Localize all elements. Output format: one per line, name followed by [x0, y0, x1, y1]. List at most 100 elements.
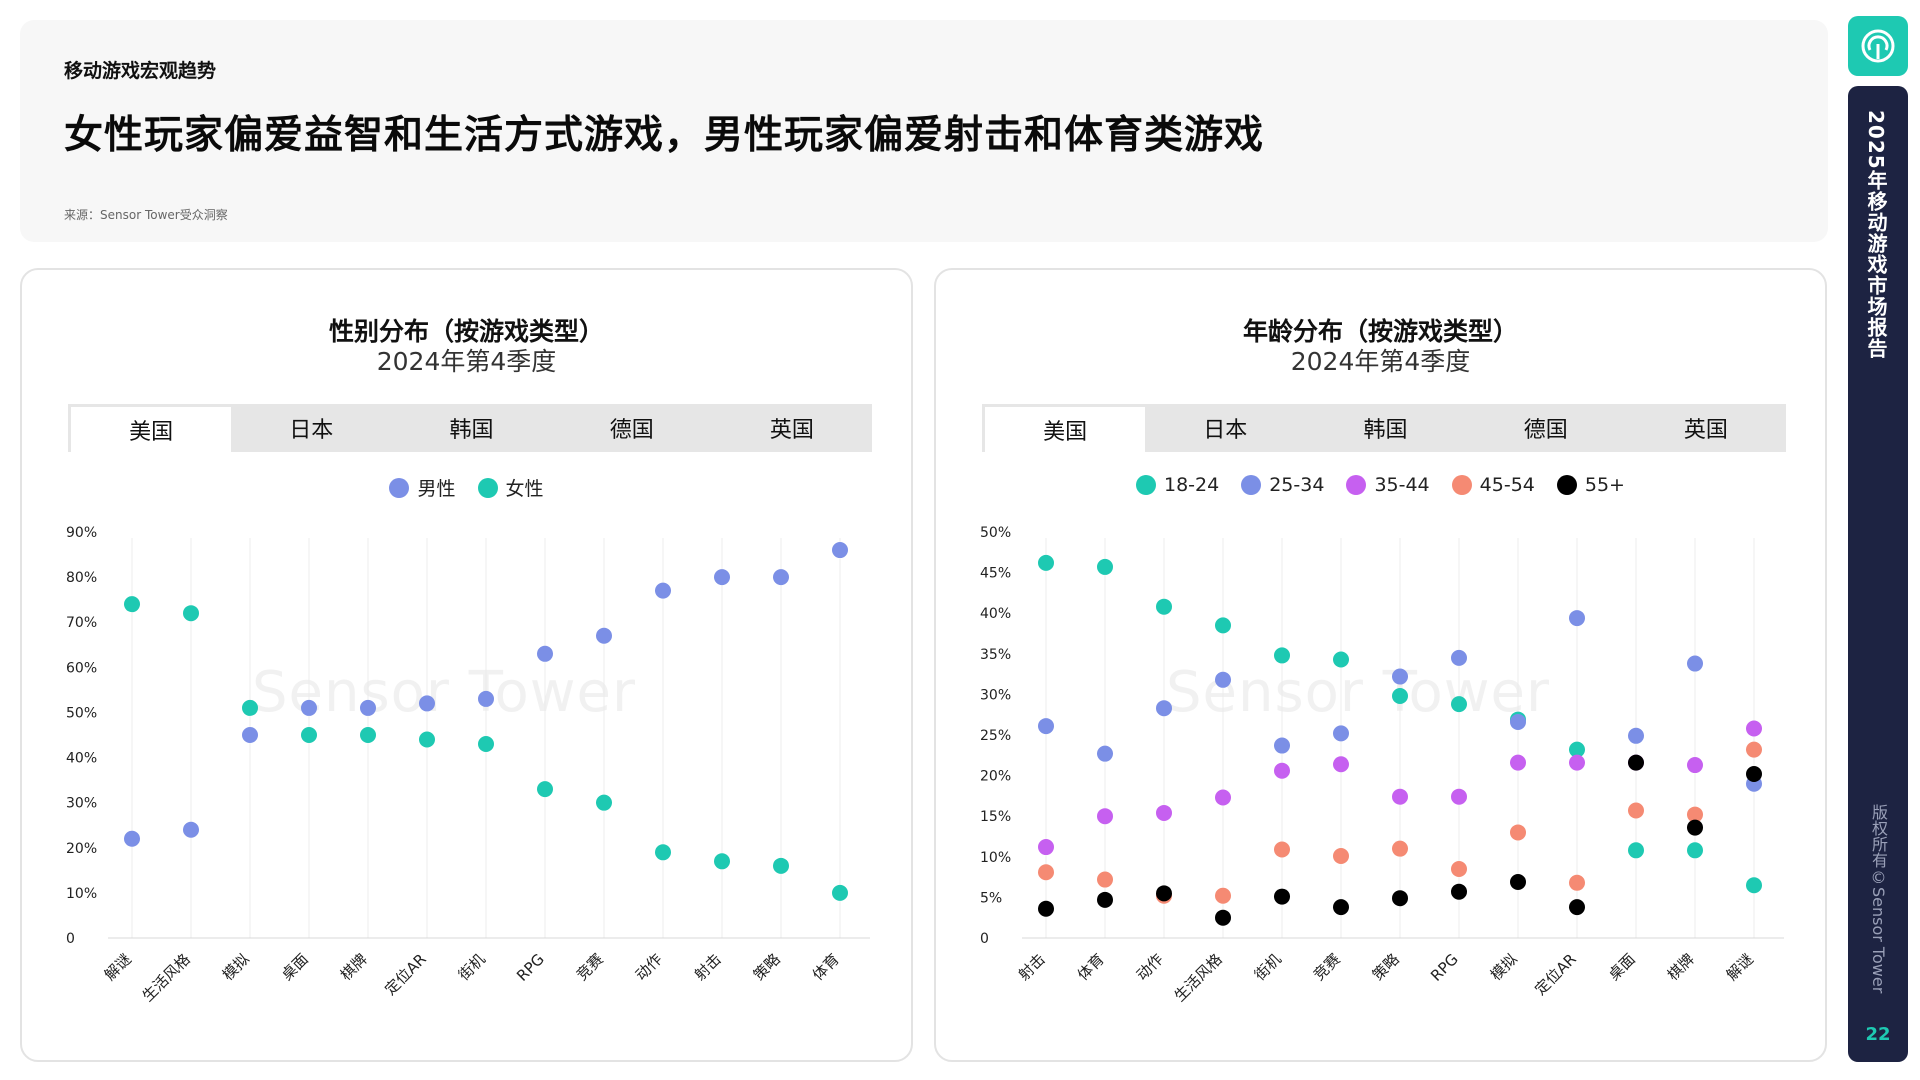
data-point	[537, 645, 553, 662]
x-tick-label: 射击	[1015, 950, 1049, 984]
y-tick-label: 25%	[980, 728, 1011, 744]
legend-label-55-plus: 55+	[1584, 474, 1625, 496]
legend-label-25-34: 25-34	[1269, 474, 1325, 496]
data-point	[1215, 887, 1231, 904]
page-headline: 女性玩家偏爱益智和生活方式游戏，男性玩家偏爱射击和体育类游戏	[64, 113, 1265, 158]
data-point	[655, 582, 671, 599]
gender-country-tabs: 美国 日本 韩国 德国 英国	[68, 404, 872, 452]
data-point	[1569, 754, 1585, 771]
data-point	[1333, 899, 1349, 916]
y-tick-label: 0	[980, 931, 989, 947]
data-point	[1097, 891, 1113, 908]
data-point	[1215, 789, 1231, 806]
legend-label-45-54: 45-54	[1479, 474, 1535, 496]
data-point	[1038, 864, 1054, 881]
data-point	[1392, 688, 1408, 705]
x-tick-label: 生活风格	[1171, 950, 1226, 1005]
data-point	[1215, 671, 1231, 688]
data-point	[773, 857, 789, 874]
data-point	[1687, 655, 1703, 672]
x-tick-label: 解谜	[101, 950, 135, 984]
data-point	[1628, 727, 1644, 744]
x-tick-label: 定位AR	[381, 950, 430, 999]
data-point	[1392, 788, 1408, 805]
y-tick-label: 90%	[66, 525, 97, 541]
tab-korea[interactable]: 韩国	[449, 418, 494, 443]
y-tick-label: 30%	[980, 687, 1011, 703]
y-tick-label: 5%	[980, 890, 1002, 906]
legend-item-25-34[interactable]: 25-34	[1241, 474, 1324, 496]
tab-korea[interactable]: 韩国	[1363, 418, 1408, 443]
legend-item-female[interactable]: 女性	[477, 474, 544, 501]
y-tick-label: 20%	[66, 841, 97, 857]
y-tick-label: 0	[66, 931, 75, 947]
data-point	[124, 830, 140, 847]
y-tick-label: 10%	[980, 850, 1011, 866]
legend-label-18-24: 18-24	[1164, 474, 1220, 496]
tab-uk[interactable]: 英国	[769, 418, 814, 443]
x-tick-label: 解谜	[1723, 950, 1757, 984]
sensor-tower-logo-icon[interactable]	[1848, 16, 1908, 76]
legend-item-45-54[interactable]: 45-54	[1451, 474, 1535, 496]
data-point	[1274, 841, 1290, 858]
age-chart-subtitle: 2024年第4季度	[1290, 347, 1471, 376]
data-point	[1392, 890, 1408, 907]
x-tick-label: 桌面	[278, 950, 312, 984]
x-tick-label: 动作	[632, 950, 666, 984]
data-point	[1510, 714, 1526, 731]
data-point	[1274, 762, 1290, 779]
legend-label-35-44: 35-44	[1374, 474, 1430, 496]
data-point	[1451, 649, 1467, 666]
data-point	[1274, 737, 1290, 754]
tab-us[interactable]: 美国	[982, 404, 1146, 452]
sidebar	[1848, 86, 1908, 1062]
tab-uk[interactable]: 英国	[1683, 418, 1728, 443]
data-point	[1038, 718, 1054, 735]
data-point	[1569, 610, 1585, 627]
section-label: 移动游戏宏观趋势	[64, 60, 217, 82]
data-point	[1215, 909, 1231, 926]
tab-japan[interactable]: 日本	[289, 418, 334, 443]
legend-dot-female	[477, 477, 498, 498]
y-tick-label: 70%	[66, 615, 97, 631]
x-tick-label: 定位AR	[1531, 950, 1580, 999]
data-point	[537, 781, 553, 798]
legend-item-male[interactable]: 男性	[389, 474, 456, 501]
data-point	[1038, 554, 1054, 571]
logo-glyph	[1861, 29, 1895, 63]
data-point	[1097, 808, 1113, 825]
x-tick-label: RPG	[1427, 950, 1462, 985]
x-tick-label: 生活风格	[139, 950, 194, 1005]
y-tick-label: 40%	[980, 606, 1011, 622]
watermark: Sensor Tower	[252, 660, 636, 725]
tab-us[interactable]: 美国	[68, 404, 232, 452]
legend-item-55-plus[interactable]: 55+	[1556, 474, 1625, 496]
data-point	[1510, 824, 1526, 841]
legend-item-18-24[interactable]: 18-24	[1136, 474, 1219, 496]
x-tick-label: 策略	[750, 950, 784, 984]
data-point	[1156, 700, 1172, 717]
y-tick-label: 35%	[980, 647, 1011, 663]
gender-legend: 男性 女性	[22, 474, 911, 501]
tab-germany[interactable]: 德国	[609, 418, 654, 443]
age-scatter-chart: 0 5% 10% 15% 20% 25% 30% 35% 40% 45% 50% 射击 体育 动作 生活风格…	[980, 525, 1784, 1005]
tab-japan[interactable]: 日本	[1203, 418, 1248, 443]
x-tick-label: 竞赛	[573, 950, 607, 984]
data-point	[1333, 847, 1349, 864]
y-tick-label: 30%	[66, 796, 97, 812]
tab-germany[interactable]: 德国	[1523, 418, 1568, 443]
data-point	[1569, 899, 1585, 916]
gender-chart-panel: Sensor Tower 性别分布（按游戏类型） 2024年第4季度 美国 日本…	[20, 268, 913, 1062]
data-point	[1628, 754, 1644, 771]
data-point	[1333, 651, 1349, 668]
x-tick-label: 街机	[455, 950, 489, 984]
x-tick-label: 桌面	[1605, 950, 1639, 984]
gender-scatter-chart: 0 10% 20% 30% 40% 50% 60% 70% 80% 90% 解谜 生活风格 模拟 桌面 棋牌…	[66, 525, 870, 1005]
data-point	[714, 853, 730, 870]
data-point	[832, 884, 848, 901]
data-point	[1274, 647, 1290, 664]
data-point	[1451, 788, 1467, 805]
page-number: 22	[1865, 1024, 1891, 1045]
legend-dot-25-34	[1241, 475, 1262, 495]
legend-item-35-44[interactable]: 35-44	[1346, 474, 1430, 496]
